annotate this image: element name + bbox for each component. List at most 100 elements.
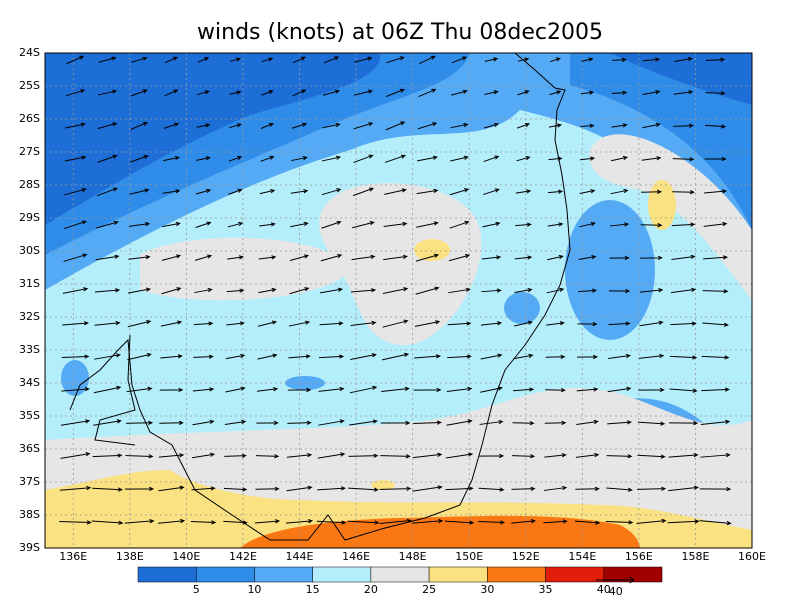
wind-arrow (641, 189, 663, 194)
wind-arrow (480, 321, 503, 326)
wind-arrow (672, 157, 695, 162)
wind-arrow (59, 485, 92, 491)
wind-arrow (638, 387, 665, 393)
lat-label: 36S (19, 442, 40, 455)
field (45, 53, 381, 225)
wind-arrow (411, 518, 444, 524)
wind-arrow (548, 156, 563, 161)
wind-arrow (292, 89, 307, 97)
wind-arrow (259, 222, 276, 227)
wind-field (45, 53, 752, 548)
wind-arrow (225, 386, 246, 393)
colorbar-label: 35 (539, 583, 553, 596)
wind-arrow (127, 319, 152, 328)
wind-arrow (91, 520, 124, 525)
wind-arrow (190, 520, 217, 525)
wind-arrow (483, 188, 500, 196)
wind-arrow (161, 254, 182, 261)
wind-arrow (259, 189, 276, 195)
lon-label: 138E (116, 550, 144, 563)
colorbar-label: 40 (597, 583, 611, 596)
wind-arrow (287, 387, 312, 393)
wind-arrow (347, 520, 380, 525)
lat-label: 39S (19, 541, 40, 554)
wind-arrow (575, 452, 600, 458)
wind-arrow (348, 453, 379, 458)
colorbar-segment (487, 566, 546, 583)
wind-arrow (354, 56, 373, 63)
wind-arrow (318, 386, 345, 392)
wind-arrow (579, 221, 596, 228)
wind-arrow (414, 354, 441, 359)
wind-arrow (608, 353, 631, 359)
wind-arrow (226, 288, 245, 293)
wind-arrow (195, 188, 212, 195)
wind-arrow (606, 454, 633, 459)
wind-arrow (193, 321, 214, 326)
wind-arrow (545, 387, 566, 393)
wind-arrow (547, 222, 564, 227)
wind-arrow (606, 487, 633, 492)
colorbar-label: 25 (422, 583, 436, 596)
wind-arrow (700, 419, 731, 426)
wind-arrow (418, 88, 437, 98)
wind-arrow (59, 520, 92, 525)
wind-arrow (128, 287, 152, 294)
wind-arrow (353, 154, 374, 164)
wind-arrow (702, 322, 729, 327)
wind-arrow (228, 188, 243, 195)
wind-arrow (517, 90, 530, 96)
lat-label: 24S (19, 46, 40, 59)
wind-arrow (700, 452, 731, 458)
wind-arrow (382, 287, 409, 294)
wind-arrow (353, 122, 374, 130)
wind-arrow (197, 57, 210, 63)
wind-arrow (447, 321, 472, 326)
wind-arrow (640, 255, 663, 261)
wind-arrow (60, 452, 91, 459)
wind-arrow (448, 254, 471, 262)
wind-arrow (544, 453, 567, 458)
wind-arrow (669, 355, 698, 360)
wind-arrow (450, 122, 469, 129)
wind-arrow (637, 454, 666, 459)
lat-label: 30S (19, 244, 40, 257)
colorbar-segment (370, 566, 430, 583)
field (648, 180, 676, 230)
wind-arrow (382, 319, 409, 328)
wind-arrow (638, 353, 665, 359)
wind-arrow (257, 320, 278, 327)
wind-arrow (415, 253, 440, 262)
wind-arrow (321, 220, 342, 229)
field (504, 292, 540, 324)
wind-arrow (642, 122, 661, 129)
wind-arrow (385, 121, 406, 131)
wind-arrow (483, 122, 500, 129)
wind-arrow (260, 122, 274, 129)
wind-arrow (349, 419, 378, 426)
colorbar-segment (195, 566, 255, 583)
wind-arrow (258, 287, 277, 294)
wind-arrow (96, 187, 119, 197)
wind-arrow (125, 454, 154, 459)
field (371, 480, 395, 490)
wind-arrow (449, 188, 470, 196)
wind-arrow (674, 56, 693, 63)
wind-arrow (192, 387, 215, 392)
wind-arrow (261, 90, 274, 96)
wind-arrow (158, 485, 185, 492)
wind-arrow (321, 188, 342, 196)
wind-arrow (286, 452, 313, 458)
wind-arrow (385, 88, 405, 97)
wind-arrow (605, 520, 634, 525)
wind-arrow (255, 454, 280, 459)
lat-label: 35S (19, 409, 40, 422)
wind-arrow (349, 385, 378, 394)
wind-arrow (227, 255, 244, 260)
lat-label: 33S (19, 343, 40, 356)
wind-arrow (636, 486, 667, 491)
wind-arrow (517, 57, 530, 62)
wind-arrow (287, 420, 312, 425)
wind-arrow (127, 352, 152, 361)
wind-arrow (579, 156, 596, 161)
